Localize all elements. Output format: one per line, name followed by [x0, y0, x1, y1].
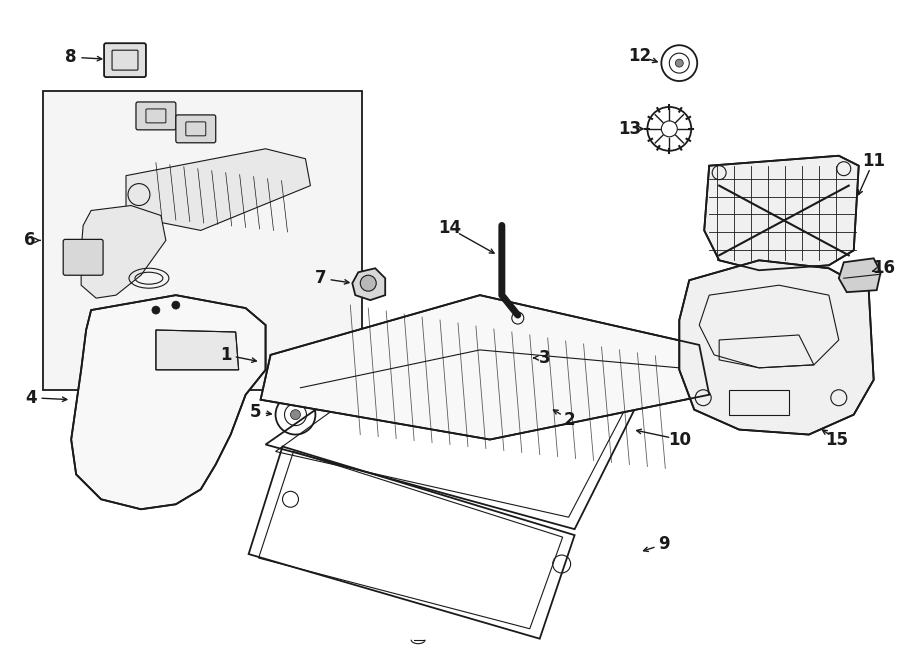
- Text: 3: 3: [539, 349, 551, 367]
- Text: 12: 12: [628, 47, 651, 65]
- Text: 16: 16: [872, 259, 896, 277]
- Circle shape: [152, 306, 160, 314]
- Text: 10: 10: [668, 430, 691, 449]
- Circle shape: [172, 301, 180, 309]
- Text: 13: 13: [618, 120, 641, 138]
- Polygon shape: [261, 295, 709, 440]
- Polygon shape: [680, 260, 874, 434]
- Text: 15: 15: [825, 430, 849, 449]
- Polygon shape: [71, 295, 266, 509]
- Circle shape: [360, 275, 376, 291]
- FancyBboxPatch shape: [63, 239, 104, 275]
- Polygon shape: [126, 149, 310, 231]
- Polygon shape: [352, 268, 385, 300]
- FancyBboxPatch shape: [104, 43, 146, 77]
- Text: 6: 6: [23, 231, 35, 249]
- Circle shape: [675, 59, 683, 67]
- Bar: [729, 390, 789, 414]
- Text: 5: 5: [250, 403, 261, 420]
- Text: 11: 11: [862, 152, 886, 170]
- Text: 2: 2: [563, 410, 575, 428]
- Text: 9: 9: [659, 535, 670, 553]
- Text: 1: 1: [220, 346, 231, 364]
- Polygon shape: [81, 206, 166, 298]
- Text: 8: 8: [66, 48, 77, 66]
- FancyBboxPatch shape: [136, 102, 176, 130]
- Text: 4: 4: [25, 389, 37, 407]
- Polygon shape: [704, 156, 859, 270]
- Text: 7: 7: [315, 269, 326, 288]
- FancyBboxPatch shape: [176, 115, 216, 143]
- Circle shape: [291, 410, 301, 420]
- Polygon shape: [839, 258, 881, 292]
- Text: 14: 14: [438, 219, 462, 237]
- Polygon shape: [156, 330, 238, 370]
- Bar: [43, 91, 363, 390]
